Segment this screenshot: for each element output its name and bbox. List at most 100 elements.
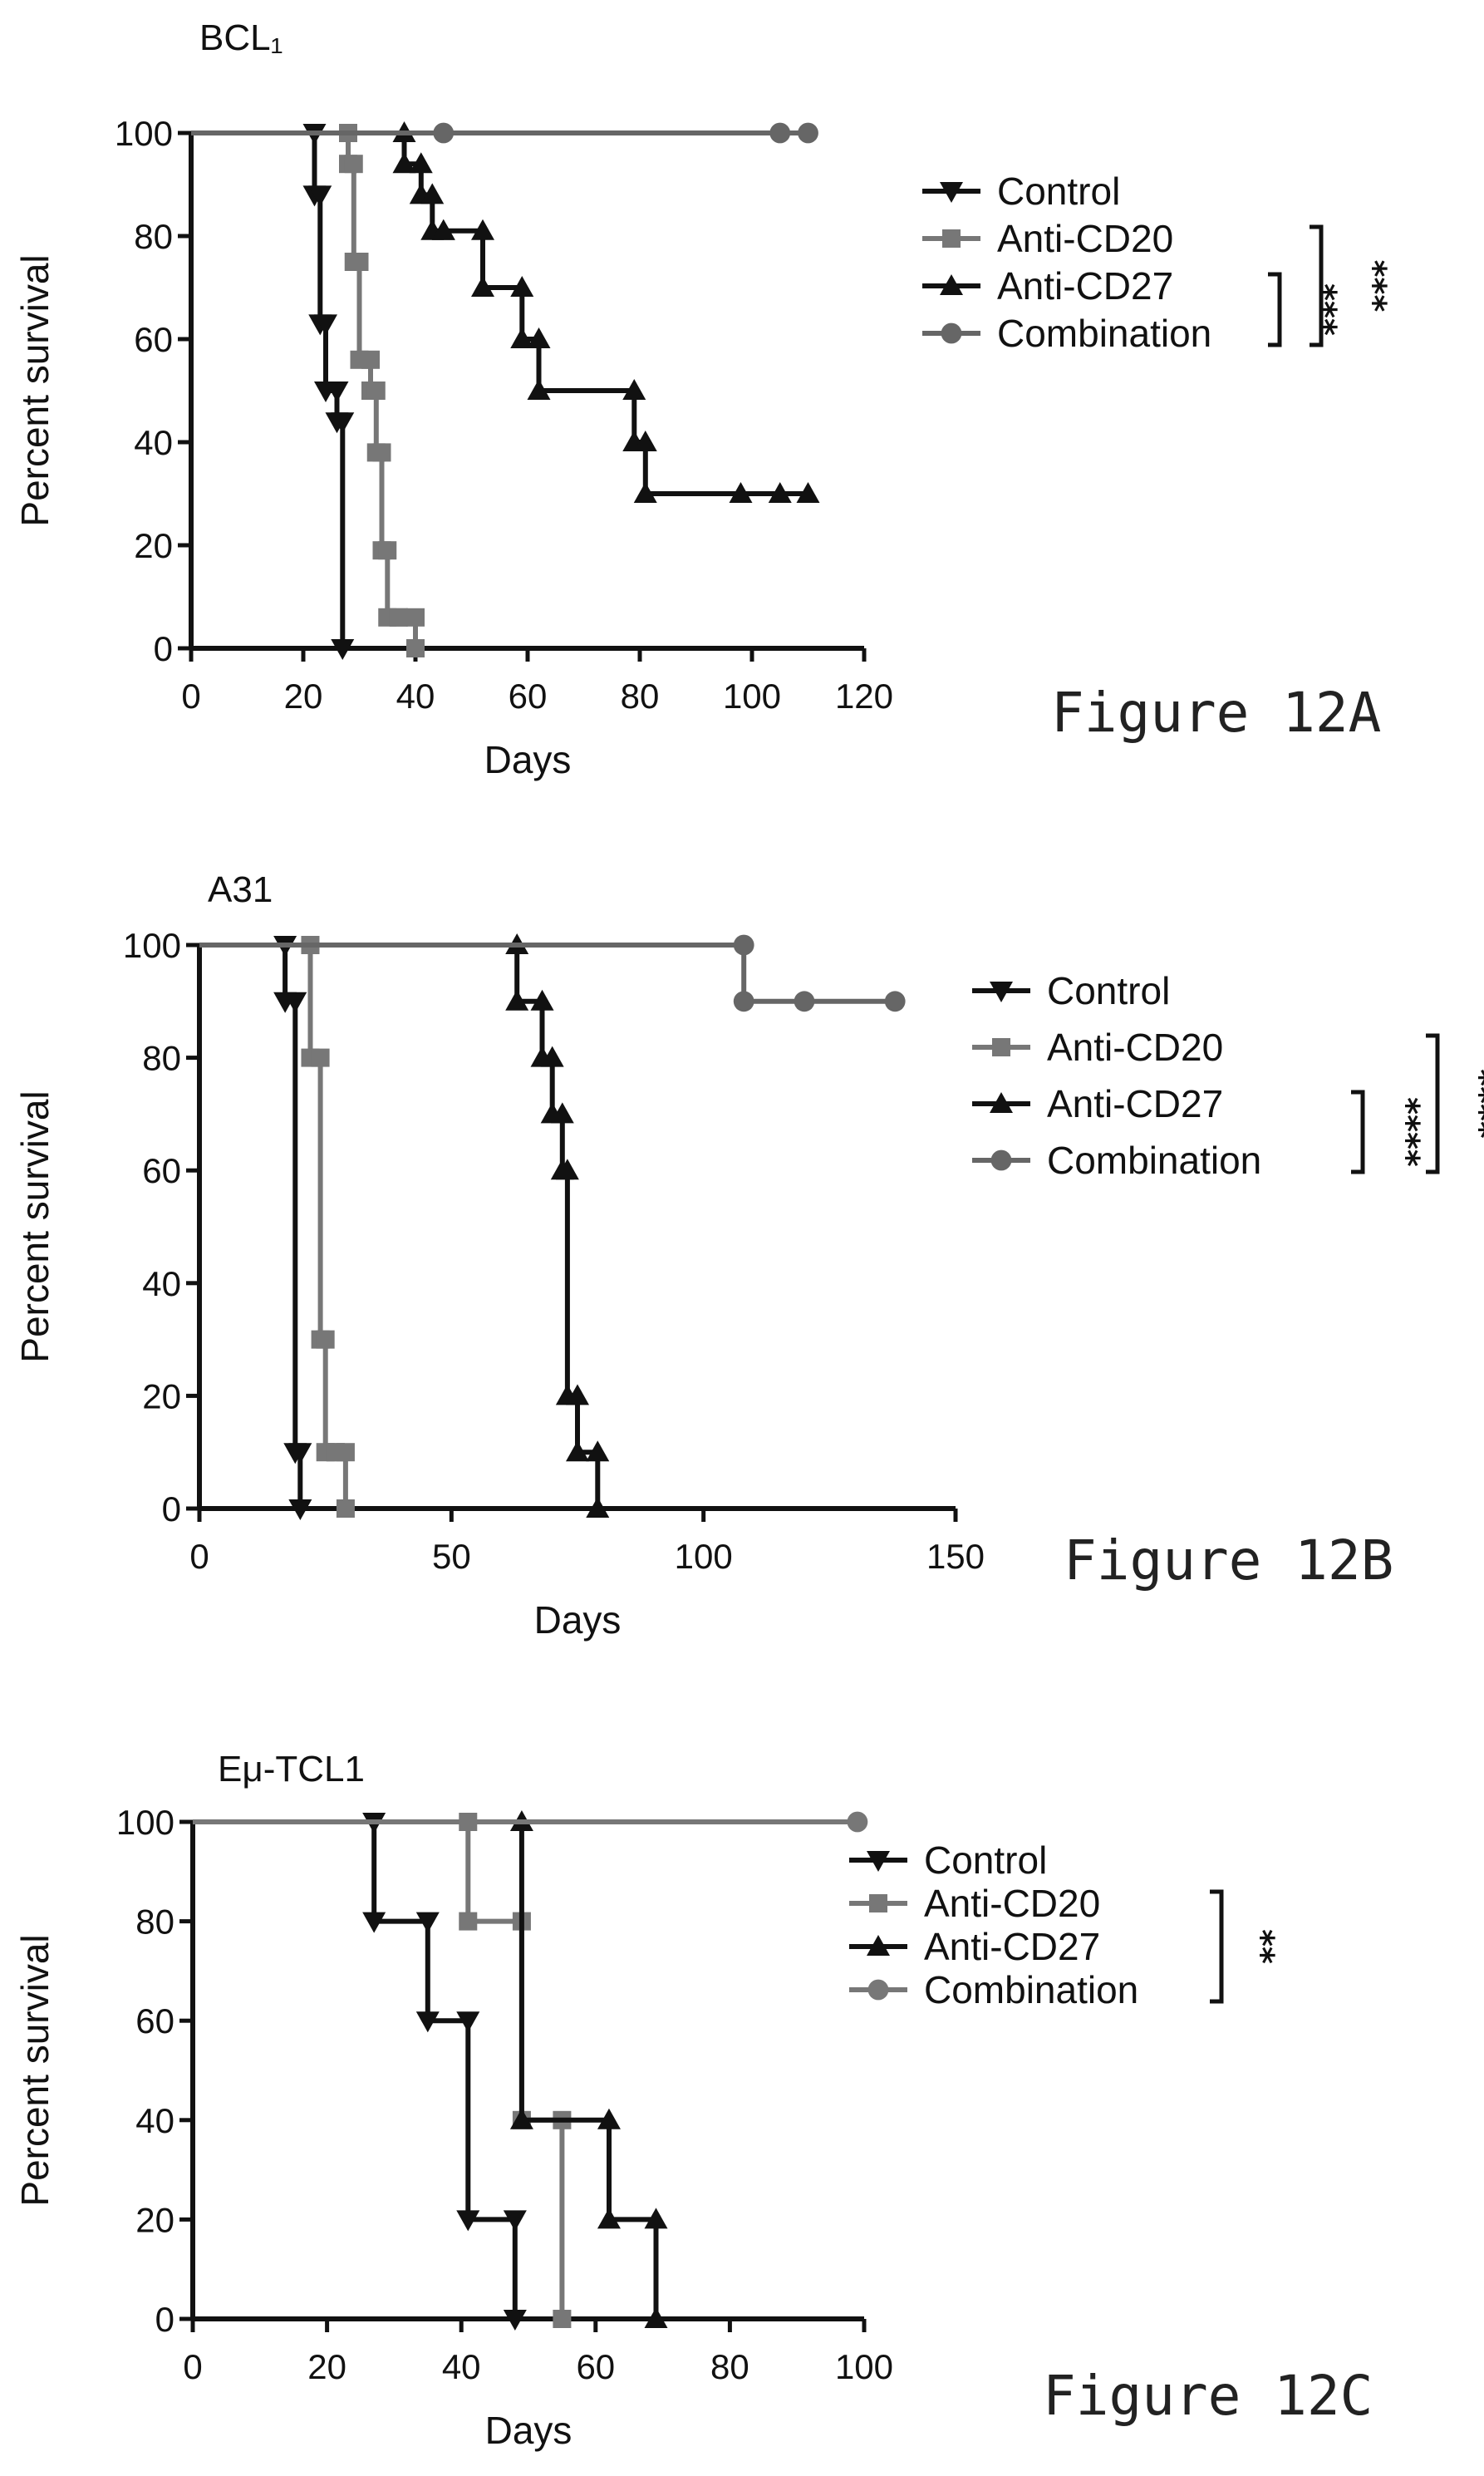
significance-label: *** bbox=[1354, 260, 1393, 313]
legend-label: Control bbox=[1047, 969, 1170, 1012]
x-tick-label: 40 bbox=[442, 2347, 481, 2386]
y-tick-label: 0 bbox=[162, 1489, 181, 1528]
survival-chart-3: Eμ-TCL1 0 20 40 60 80 100 0 20 40 60 80 100 Days Perce… bbox=[13, 1749, 1373, 2452]
significance-bracket bbox=[1310, 224, 1324, 347]
x-axis-label: Days bbox=[534, 1598, 622, 1642]
legend-label: Control bbox=[924, 1839, 1047, 1882]
figure-caption: Figure 12C bbox=[1043, 2364, 1373, 2428]
significance-label: ** bbox=[1242, 1929, 1280, 1964]
y-axis-label: Percent survival bbox=[13, 1090, 57, 1362]
series-line-anti-cd20 bbox=[199, 943, 348, 1509]
data-point bbox=[798, 122, 818, 144]
data-point bbox=[566, 1384, 589, 1405]
data-point bbox=[350, 253, 369, 271]
data-point bbox=[505, 989, 529, 1011]
y-tick-label: 20 bbox=[135, 2200, 174, 2239]
legend-marker bbox=[869, 1894, 887, 1912]
data-point bbox=[325, 381, 349, 402]
data-point bbox=[555, 1159, 579, 1180]
data-point bbox=[527, 379, 551, 400]
x-tick-label: 80 bbox=[621, 677, 660, 716]
significance-label: **** bbox=[1461, 1069, 1484, 1139]
x-tick-label: 20 bbox=[307, 2347, 346, 2386]
legend-marker bbox=[941, 322, 962, 344]
significance-bracket bbox=[1426, 1033, 1440, 1174]
data-point bbox=[510, 276, 534, 297]
x-tick-label: 150 bbox=[926, 1537, 985, 1576]
data-point bbox=[644, 2208, 668, 2229]
data-point bbox=[308, 185, 332, 207]
legend-marker bbox=[867, 1851, 890, 1872]
data-point bbox=[288, 1443, 312, 1464]
legend-marker bbox=[940, 274, 963, 295]
data-point bbox=[586, 1440, 610, 1462]
data-point bbox=[415, 1912, 440, 1933]
significance-bracket bbox=[1351, 1090, 1365, 1174]
y-tick-label: 80 bbox=[142, 1039, 181, 1078]
data-point bbox=[389, 608, 408, 627]
y-tick-label: 60 bbox=[142, 1151, 181, 1190]
legend-label: Anti-CD20 bbox=[997, 217, 1173, 260]
legend-marker bbox=[992, 1038, 1010, 1056]
chart-title: BCL₁ bbox=[199, 17, 283, 58]
legend-marker bbox=[990, 982, 1013, 1002]
data-point bbox=[288, 1499, 312, 1520]
data-point bbox=[362, 1912, 386, 1933]
x-tick-label: 100 bbox=[723, 677, 781, 716]
x-tick-label: 60 bbox=[509, 677, 548, 716]
chart-title: Eμ-TCL1 bbox=[218, 1749, 365, 1789]
data-point bbox=[729, 482, 753, 503]
data-point bbox=[769, 122, 791, 144]
y-tick-label: 60 bbox=[134, 320, 173, 359]
y-tick-label: 40 bbox=[142, 1264, 181, 1303]
x-tick-label: 0 bbox=[189, 1537, 209, 1576]
y-tick-label: 100 bbox=[115, 114, 173, 153]
legend-label: Combination bbox=[997, 312, 1211, 355]
data-point bbox=[392, 152, 416, 174]
x-tick-label: 0 bbox=[181, 677, 200, 716]
significance-bracket bbox=[1210, 1889, 1224, 2004]
x-tick-label: 40 bbox=[396, 677, 435, 716]
legend-marker bbox=[990, 1092, 1013, 1113]
data-point bbox=[566, 1440, 589, 1462]
figure-caption: Figure 12B bbox=[1064, 1528, 1393, 1592]
data-point bbox=[503, 2210, 527, 2232]
data-point bbox=[336, 1499, 355, 1518]
data-point bbox=[331, 412, 355, 434]
data-point bbox=[366, 381, 386, 400]
data-point bbox=[509, 2108, 533, 2129]
data-point bbox=[597, 2208, 621, 2229]
data-point bbox=[633, 482, 657, 503]
data-point bbox=[331, 639, 355, 660]
y-tick-label: 100 bbox=[123, 926, 181, 965]
data-point bbox=[586, 1497, 610, 1518]
x-tick-label: 80 bbox=[710, 2347, 749, 2386]
y-tick-label: 20 bbox=[134, 526, 173, 565]
legend-label: Anti-CD20 bbox=[924, 1882, 1100, 1925]
legend-label: Combination bbox=[924, 1968, 1138, 2011]
x-tick-label: 50 bbox=[432, 1537, 471, 1576]
data-point bbox=[372, 443, 391, 462]
significance-label: *** bbox=[1305, 283, 1343, 336]
data-point bbox=[471, 219, 494, 240]
legend-label: Anti-CD27 bbox=[997, 264, 1173, 308]
data-point bbox=[471, 276, 494, 297]
y-tick-label: 100 bbox=[116, 1803, 174, 1842]
data-point bbox=[527, 327, 551, 348]
legend-label: Control bbox=[997, 170, 1120, 213]
data-point bbox=[847, 1811, 868, 1833]
x-axis-label: Days bbox=[484, 738, 572, 781]
x-tick-label: 100 bbox=[835, 2347, 893, 2386]
legend-label: Anti-CD20 bbox=[1047, 1026, 1223, 1069]
y-tick-label: 0 bbox=[154, 629, 173, 668]
series-line-control bbox=[199, 943, 303, 1509]
x-tick-label: 0 bbox=[183, 2347, 202, 2386]
data-point bbox=[336, 1443, 355, 1462]
legend-marker bbox=[867, 1935, 890, 1956]
legend-marker bbox=[867, 1979, 889, 2001]
y-tick-label: 20 bbox=[142, 1376, 181, 1415]
y-axis-label: Percent survival bbox=[13, 254, 57, 526]
data-point bbox=[361, 350, 380, 369]
y-tick-label: 80 bbox=[135, 1903, 174, 1942]
